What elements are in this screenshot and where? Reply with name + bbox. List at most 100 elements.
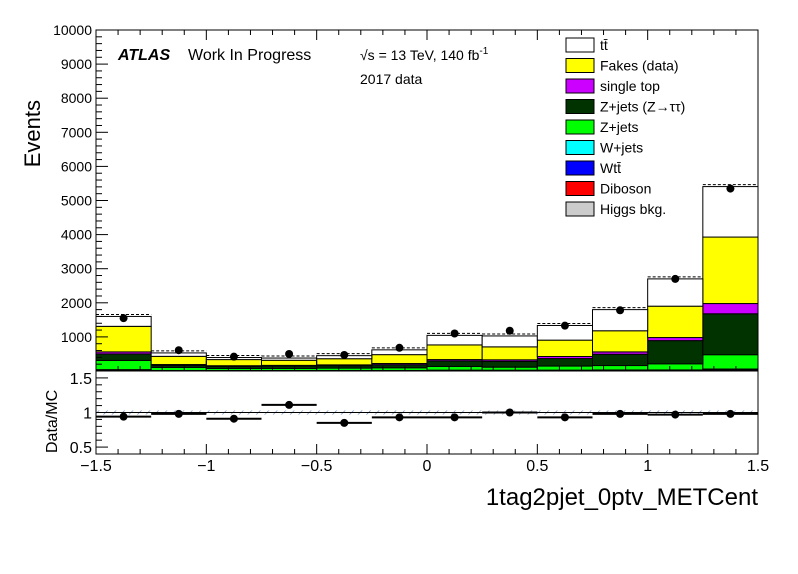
ratio-y-tick-label: 1 <box>83 406 92 423</box>
legend-swatch-wjets <box>565 140 595 155</box>
data-point-5 <box>395 343 404 352</box>
bar-singletop-bin-11 <box>702 303 759 315</box>
bar-zjets-bin-0 <box>95 359 152 371</box>
y-tick-label: 2000 <box>61 295 92 311</box>
ratio-point-9 <box>616 409 625 418</box>
bar-zjets-bin-6 <box>426 365 483 371</box>
bar-ztautau-bin-8 <box>536 358 593 367</box>
bar-fakes-bin-3 <box>261 359 318 366</box>
bar-fakes-bin-11 <box>702 236 759 305</box>
legend-swatch-ztautau <box>565 99 595 114</box>
y-tick-label: 1000 <box>61 329 92 345</box>
bar-zjets-bin-10 <box>647 363 704 371</box>
bar-fakes-bin-4 <box>316 358 373 366</box>
legend-swatch-ttbar <box>565 37 595 53</box>
legend-swatch-fakes <box>565 58 595 73</box>
ratio-points <box>96 400 758 427</box>
ratio-y-tick-label: 0.5 <box>70 440 92 457</box>
y-tick-label: 3000 <box>61 261 92 277</box>
ratio-point-1 <box>174 409 183 418</box>
lumi-exponent: -1 <box>479 46 488 57</box>
ratio-point-0 <box>119 412 128 421</box>
x-axis-label: 1tag2pjet_0ptv_METCent <box>486 484 759 511</box>
x-axis-ticks <box>95 30 759 371</box>
ratio-y-tick-label: 1.5 <box>70 371 92 388</box>
bar-fakes-bin-7 <box>481 346 538 361</box>
y-tick-label: 9000 <box>61 56 92 72</box>
bar-ttbar-bin-3 <box>261 357 318 361</box>
data-point-3 <box>285 349 294 358</box>
bar-zjets-bin-8 <box>536 365 593 371</box>
x-tick-label: −0.5 <box>301 458 333 475</box>
stacked-histogram <box>95 184 759 372</box>
bar-fakes-bin-5 <box>371 354 428 364</box>
bar-fakes-bin-10 <box>647 305 704 339</box>
ratio-x-axis: −1.5 −1 −0.5 0 0.5 1 1.5 <box>80 444 769 475</box>
ratio-y-axis: 0.5 1 1.5 <box>70 371 108 457</box>
x-tick-label: 0.5 <box>526 458 548 475</box>
ratio-panel: 0.5 1 1.5 −1.5 −1 −0.5 0 0.5 1 1.5 Data/MC 1tag2… <box>44 370 769 511</box>
data-point-2 <box>229 352 238 361</box>
bar-ztautau-bin-11 <box>702 313 759 356</box>
bar-ttbar-bin-10 <box>647 278 704 307</box>
main-panel: 1000 2000 3000 4000 5000 6000 7000 8000 9000 1000… <box>20 22 759 372</box>
bar-fakes-bin-8 <box>536 339 593 358</box>
data-points <box>119 184 735 361</box>
bar-zjets-bin-9 <box>592 365 649 371</box>
legend-label-ttbar: tt̄ <box>600 37 608 53</box>
bar-ztautau-bin-6 <box>426 360 483 367</box>
ratio-y-axis-label: Data/MC <box>44 390 61 453</box>
y-tick-label: 10000 <box>53 22 92 38</box>
ratio-point-11 <box>726 409 735 418</box>
bar-ztautau-bin-10 <box>647 340 704 365</box>
sqrt-s: √s <box>360 47 375 63</box>
legend-swatch-zjets <box>565 119 595 135</box>
y-tick-label: 4000 <box>61 227 92 243</box>
energy-lumi-text: = 13 TeV, 140 fb <box>375 47 480 63</box>
data-point-7 <box>505 326 514 335</box>
bar-ttbar-bin-7 <box>481 335 538 348</box>
legend: tt̄ Fakes (data) single top Z+jets (Z→ττ) Z+… <box>565 37 685 217</box>
ratio-point-3 <box>285 400 294 409</box>
legend-label-singletop: single top <box>600 78 660 94</box>
bar-fakes-bin-6 <box>426 344 483 361</box>
ratio-point-2 <box>229 414 238 423</box>
y-tick-label: 6000 <box>61 158 92 174</box>
legend-swatch-singletop <box>565 78 595 94</box>
legend-label-wtt: Wtt̄ <box>600 160 621 176</box>
bar-ttbar-bin-11 <box>702 186 759 238</box>
y-axis-label: Events <box>20 100 45 167</box>
legend-swatch-diboson <box>565 181 595 196</box>
legend-label-higgs: Higgs bkg. <box>600 201 666 217</box>
x-tick-label: 1.5 <box>747 458 769 475</box>
y-tick-label: 8000 <box>61 90 92 106</box>
data-point-6 <box>450 329 459 338</box>
y-tick-label: 7000 <box>61 124 92 140</box>
bar-ztautau-bin-7 <box>481 360 538 368</box>
ratio-point-5 <box>395 413 404 422</box>
y-tick-label: 5000 <box>61 193 92 209</box>
atlas-status-label: Work In Progress <box>188 47 311 64</box>
ratio-point-6 <box>450 413 459 422</box>
data-point-1 <box>174 346 183 355</box>
ratio-point-8 <box>560 413 569 422</box>
x-tick-label: 0 <box>423 458 432 475</box>
legend-label-diboson: Diboson <box>600 181 651 197</box>
atlas-brand: ATLAS <box>117 47 170 64</box>
data-year-label: 2017 data <box>360 71 422 87</box>
legend-swatch-wtt <box>565 160 595 176</box>
x-tick-label: −1 <box>197 458 215 475</box>
x-tick-label: 1 <box>643 458 652 475</box>
data-point-4 <box>340 350 349 359</box>
ratio-point-10 <box>671 410 680 419</box>
ratio-point-4 <box>340 418 349 427</box>
legend-label-zjets: Z+jets <box>600 119 639 135</box>
bar-fakes-bin-1 <box>150 355 207 366</box>
bar-fakes-bin-0 <box>95 325 152 353</box>
x-tick-label: −1.5 <box>80 458 112 475</box>
data-point-11 <box>726 184 735 193</box>
data-point-9 <box>616 306 625 315</box>
ratio-point-7 <box>505 408 514 417</box>
bar-ztautau-bin-9 <box>592 353 649 367</box>
bar-zjets-bin-11 <box>702 354 759 370</box>
